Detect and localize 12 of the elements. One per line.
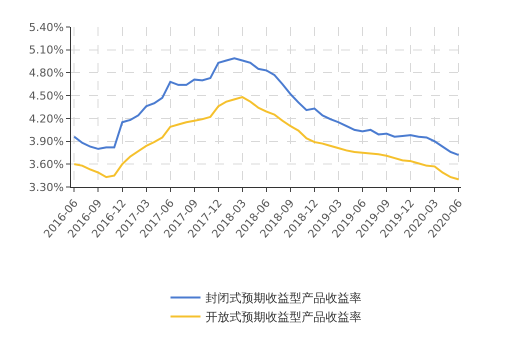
legend-label: 开放式预期收益型产品收益率 — [206, 310, 362, 324]
y-tick-label: 3.60% — [28, 158, 64, 171]
y-tick-label: 5.40% — [28, 20, 64, 34]
y-tick-label: 3.90% — [28, 135, 64, 148]
y-tick-label: 4.20% — [28, 112, 64, 126]
y-tick-label: 4.80% — [28, 66, 64, 80]
y-tick-label: 5.10% — [28, 44, 64, 57]
line-series — [73, 57, 460, 156]
line-series — [73, 96, 460, 180]
y-tick-label: 3.30% — [28, 180, 64, 194]
legend-label: 封闭式预期收益型产品收益率 — [206, 291, 362, 306]
y-tick-label: 4.50% — [28, 89, 64, 102]
